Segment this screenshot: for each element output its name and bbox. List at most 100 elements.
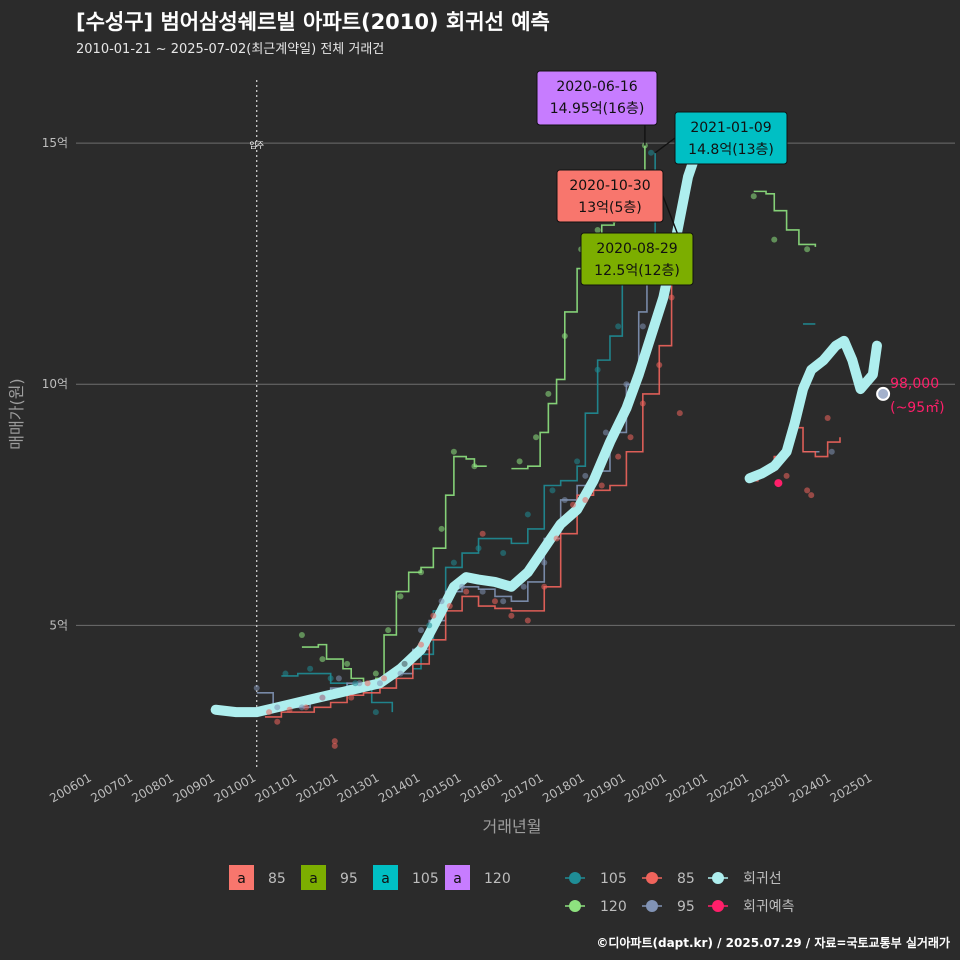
legend-area-label: 105 — [412, 871, 439, 887]
scatter-point-120 — [385, 627, 392, 634]
legend-line-label: 95 — [677, 899, 695, 915]
legend-line-marker — [712, 900, 724, 912]
annotation-price: 12.5억(12층) — [594, 263, 680, 279]
scatter-point-105 — [615, 323, 622, 330]
annotation-labels: 2020-06-16 14.95억(16층) 2021-01-09 14.8억(13층… — [536, 70, 788, 286]
scatter-point-85 — [668, 294, 675, 301]
scatter-point-85 — [348, 694, 355, 701]
scatter-point-120 — [750, 193, 757, 200]
x-tick-label: 201901 — [581, 770, 628, 805]
scatter-point-85 — [656, 361, 663, 368]
scatter-point-85 — [783, 472, 790, 479]
scatter-point-120 — [771, 236, 778, 243]
prediction-marker: 98,000 (~95㎡) — [774, 376, 945, 488]
scatter-point-105 — [401, 660, 408, 667]
legend-area-key: a — [381, 871, 390, 887]
scatter-point-120 — [516, 458, 523, 465]
series-line-105 — [412, 152, 656, 670]
legend-line-label: 105 — [600, 871, 627, 887]
scatter-point-85 — [541, 583, 548, 590]
legend-area-label: 120 — [484, 871, 511, 887]
regression-line — [744, 335, 882, 484]
legend-line-marker — [646, 900, 658, 912]
x-tick-label: 201601 — [458, 770, 505, 805]
legend-area-key: a — [309, 871, 318, 887]
scatter-point-95 — [520, 583, 527, 590]
series-line-120 — [301, 455, 487, 687]
series-lines — [210, 145, 882, 718]
prediction-point — [876, 386, 891, 401]
scatter-point-95 — [639, 323, 646, 330]
annotation-date: 2020-10-30 — [569, 178, 650, 194]
legend-area-label: 95 — [340, 871, 358, 887]
scatter-point-85 — [570, 501, 577, 508]
scatter-point-120 — [471, 463, 478, 470]
annotation-price: 13억(5층) — [578, 200, 641, 216]
scatter-point-85 — [381, 675, 388, 682]
x-tick-label: 200701 — [88, 770, 135, 805]
prediction-area: (~95㎡) — [890, 400, 944, 416]
y-tick-label: 15억 — [42, 136, 68, 150]
x-tick-label: 201701 — [499, 770, 546, 805]
scatter-point-95 — [438, 598, 445, 605]
scatter-point-105 — [549, 487, 556, 494]
x-axis-title: 거래년월 — [483, 817, 542, 836]
legend-area-key: a — [453, 871, 462, 887]
scatter-point-120 — [545, 390, 552, 397]
scatter-point-105 — [500, 550, 507, 557]
scatter-point-120 — [438, 525, 445, 532]
legend-line-label: 회귀선 — [743, 871, 782, 887]
legend-line-label: 120 — [600, 899, 627, 915]
grid-lines — [76, 142, 955, 626]
scatter-point-85 — [491, 598, 498, 605]
scatter-point-120 — [298, 631, 305, 638]
source-caption: ©디아파트(dapt.kr) / 2025.07.29 / 자료=국토교통부 실… — [596, 935, 950, 950]
legend-area-label: 85 — [268, 871, 286, 887]
scatter-point-95 — [376, 680, 383, 687]
x-tick-label: 201201 — [294, 770, 341, 805]
x-tick-label: 202301 — [746, 770, 793, 805]
scatter-point-95 — [356, 680, 363, 687]
x-tick-label: 202001 — [622, 770, 669, 805]
legend-line-label: 회귀예측 — [743, 899, 795, 915]
scatter-point-120 — [594, 226, 601, 233]
prediction-cross-point — [774, 479, 783, 488]
scatter-point-95 — [623, 381, 630, 388]
scatter-point-95 — [298, 704, 305, 711]
scatter-point-105 — [574, 458, 581, 465]
scatter-point-120 — [418, 569, 425, 576]
annotation-date: 2020-06-16 — [556, 79, 637, 95]
scatter-point-105 — [648, 149, 655, 156]
x-tick-label: 201301 — [335, 770, 382, 805]
scatter-point-95 — [479, 588, 486, 595]
chart-title: [수성구] 범어삼성쉐르빌 아파트(2010) 회귀선 예측 — [76, 10, 550, 34]
legend-area-swatch — [373, 865, 398, 890]
legend-area-swatch — [301, 865, 326, 890]
scatter-point-85 — [331, 738, 338, 745]
scatter-point-85 — [676, 410, 683, 417]
scatter-point-105 — [450, 559, 457, 566]
legend-line-marker — [712, 872, 724, 884]
scatter-point-105 — [352, 680, 359, 687]
scatter-point-120 — [397, 593, 404, 600]
scatter-point-85 — [446, 603, 453, 610]
y-axis-ticks: 5억 10억 15억 — [42, 136, 68, 632]
y-axis-title: 매매가(원) — [7, 378, 26, 449]
annotation-box — [536, 70, 658, 126]
scatter-point-85 — [804, 487, 811, 494]
scatter-point-85 — [418, 641, 425, 648]
scatter-point-85 — [274, 718, 281, 725]
x-tick-label: 201501 — [417, 770, 464, 805]
annotation-leader — [662, 195, 681, 240]
legend-area-swatch — [445, 865, 470, 890]
scatter-point-105 — [475, 545, 482, 552]
x-tick-label: 200801 — [129, 770, 176, 805]
legend-area-swatch — [229, 865, 254, 890]
scatter-point-85 — [430, 612, 437, 619]
scatter-point-85 — [808, 492, 815, 499]
scatter-point-95 — [253, 685, 260, 692]
chart-subtitle: 2010-01-21 ~ 2025-07-02(최근계약일) 전체 거래건 — [76, 42, 384, 57]
reference-line-label: 입주 — [249, 141, 264, 150]
scatter-point-95 — [541, 559, 548, 566]
